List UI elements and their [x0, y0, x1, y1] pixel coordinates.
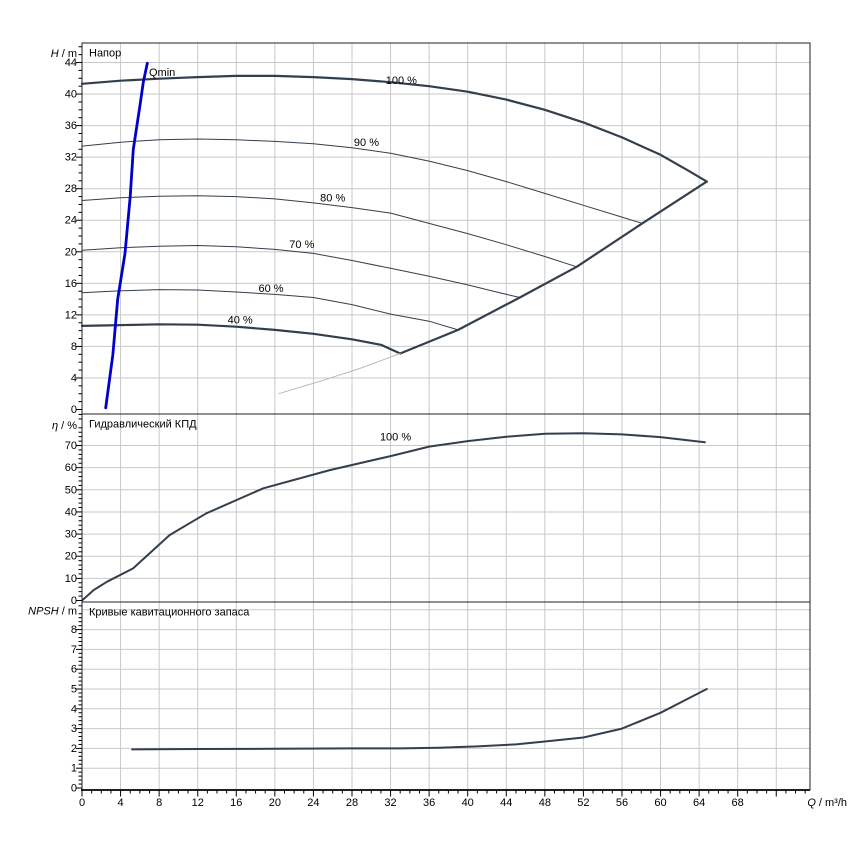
curve-label-head-1: 90 % — [354, 137, 379, 149]
y-axis-unit-head: / m — [62, 48, 77, 60]
y-axis-label-efficiency: η / % — [52, 420, 77, 432]
x-tick-label-28: 28 — [346, 797, 358, 809]
curve-efficiency-eff-100 — [81, 432, 706, 602]
frames — [81, 42, 811, 791]
x-tick-label-8: 8 — [156, 797, 162, 809]
y-tick-label-efficiency-0: 0 — [71, 595, 77, 607]
y-axis-unit-npsh: / m — [62, 606, 77, 618]
y-tick-label-head-28: 28 — [65, 183, 77, 195]
y-axis-symbol-head: H — [51, 48, 59, 60]
y-tick-label-head-16: 16 — [65, 278, 77, 290]
y-tick-label-head-4: 4 — [71, 372, 77, 384]
y-tick-label-head-0: 0 — [71, 404, 77, 416]
y-tick-label-efficiency-40: 40 — [65, 506, 77, 518]
y-tick-label-npsh-5: 5 — [71, 684, 77, 696]
subplot-title-efficiency: Гидравлический КПД — [89, 419, 197, 431]
x-axis-symbol: Q — [807, 797, 816, 809]
y-tick-label-head-20: 20 — [65, 246, 77, 258]
y-tick-label-efficiency-50: 50 — [65, 484, 77, 496]
y-tick-label-head-32: 32 — [65, 152, 77, 164]
curve-head-min-limit-gray — [278, 353, 401, 395]
curves — [80, 61, 708, 751]
x-tick-label-68: 68 — [732, 797, 744, 809]
curve-label-head-0: 100 % — [386, 75, 417, 87]
curve-head-speed-70 — [81, 245, 521, 298]
x-tick-label-36: 36 — [423, 797, 435, 809]
y-tick-label-efficiency-20: 20 — [65, 551, 77, 563]
x-tick-label-0: 0 — [79, 797, 85, 809]
y-tick-label-head-12: 12 — [65, 309, 77, 321]
curve-head-speed-90 — [81, 138, 643, 224]
x-tick-label-48: 48 — [539, 797, 551, 809]
y-tick-label-head-24: 24 — [65, 215, 77, 227]
curve-label-head-4: 60 % — [258, 283, 283, 295]
subplot-title-head: Напор — [89, 48, 121, 60]
x-tick-label-20: 20 — [269, 797, 281, 809]
y-axis-label-npsh: NPSH / m — [28, 606, 77, 618]
curve-head-envelope-right — [399, 180, 708, 355]
y-tick-label-efficiency-60: 60 — [65, 462, 77, 474]
x-tick-label-52: 52 — [577, 797, 589, 809]
y-tick-label-npsh-4: 4 — [71, 703, 77, 715]
y-tick-label-npsh-8: 8 — [71, 624, 77, 636]
y-axis-label-head: H / m — [51, 48, 77, 60]
x-tick-label-4: 4 — [118, 797, 124, 809]
y-axis-symbol-npsh: NPSH — [28, 606, 59, 618]
y-axis-symbol-efficiency: η — [52, 420, 58, 432]
y-tick-label-npsh-2: 2 — [71, 743, 77, 755]
frame-head — [81, 42, 811, 415]
y-tick-label-efficiency-10: 10 — [65, 573, 77, 585]
x-axis-unit: / m³/h — [819, 797, 847, 809]
y-axis-unit-efficiency: / % — [61, 420, 77, 432]
x-tick-label-44: 44 — [500, 797, 512, 809]
curve-label-head-3: 70 % — [289, 239, 314, 251]
y-tick-label-npsh-6: 6 — [71, 664, 77, 676]
y-tick-label-npsh-7: 7 — [71, 644, 77, 656]
x-tick-label-64: 64 — [693, 797, 705, 809]
curve-head-speed-40 — [80, 323, 402, 355]
curve-label-head-2: 80 % — [320, 192, 345, 204]
subplot-title-npsh: Кривые кавитационного запаса — [89, 607, 250, 619]
y-tick-label-head-40: 40 — [65, 89, 77, 101]
frame-npsh — [81, 601, 811, 791]
y-tick-label-npsh-0: 0 — [71, 783, 77, 795]
y-tick-label-npsh-1: 1 — [71, 763, 77, 775]
curve-npsh-npsh-100 — [131, 688, 708, 751]
x-tick-label-32: 32 — [384, 797, 396, 809]
curve-label-head-5: 40 % — [228, 315, 253, 327]
x-tick-label-24: 24 — [307, 797, 319, 809]
curve-head-qmin-line — [104, 61, 149, 410]
curve-head-speed-60 — [81, 289, 459, 331]
x-tick-label-60: 60 — [654, 797, 666, 809]
ticks — [76, 46, 806, 797]
curve-head-speed-100 — [80, 74, 708, 183]
x-tick-label-12: 12 — [192, 797, 204, 809]
x-tick-label-16: 16 — [230, 797, 242, 809]
curve-head-speed-80 — [81, 195, 578, 268]
x-tick-label-56: 56 — [616, 797, 628, 809]
y-tick-label-efficiency-30: 30 — [65, 529, 77, 541]
x-axis-label: Q / m³/h — [807, 797, 847, 809]
curve-label-head-6: Qmin — [149, 67, 175, 79]
y-tick-label-head-8: 8 — [71, 341, 77, 353]
curve-label-efficiency-0: 100 % — [380, 431, 411, 443]
y-tick-label-npsh-3: 3 — [71, 723, 77, 735]
gridlines — [82, 43, 810, 790]
y-tick-label-head-44: 44 — [65, 57, 77, 69]
y-tick-label-head-36: 36 — [65, 120, 77, 132]
x-tick-label-40: 40 — [462, 797, 474, 809]
y-tick-label-efficiency-70: 70 — [65, 440, 77, 452]
